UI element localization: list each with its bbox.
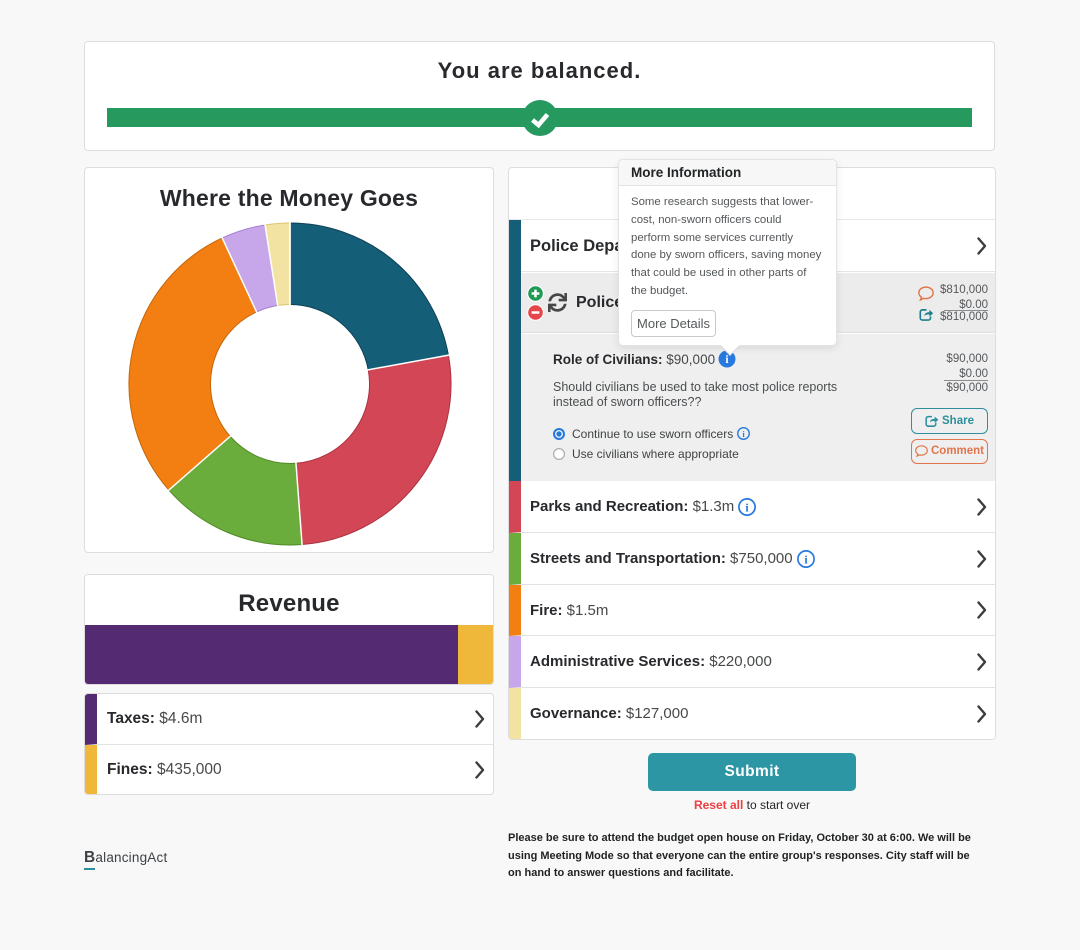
svg-text:i: i: [804, 552, 808, 566]
svg-text:i: i: [725, 354, 729, 366]
svg-text:i: i: [746, 500, 750, 514]
svg-text:i: i: [742, 429, 745, 439]
